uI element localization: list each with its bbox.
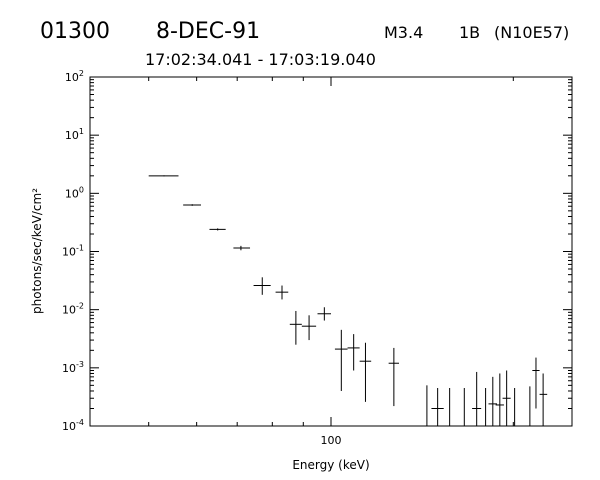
data-point (461, 388, 467, 427)
data-point (431, 388, 444, 426)
x-tick-label: 100 (321, 434, 342, 447)
time-range: 17:02:34.041 - 17:03:19.040 (145, 50, 376, 69)
data-points (148, 175, 548, 427)
y-tick-label: 100 (65, 185, 84, 200)
flare-location: (N10E57) (494, 23, 569, 42)
data-point (233, 245, 251, 251)
event-date: 8-DEC-91 (156, 19, 260, 44)
event-id: 01300 (40, 19, 110, 44)
data-point (347, 334, 360, 371)
data-point (317, 307, 331, 321)
y-tick-label: 102 (65, 69, 84, 84)
y-axis-title: photons/sec/keV/cm² (30, 188, 44, 314)
x-tick-labels: 100 (321, 434, 342, 447)
goes-class: M3.4 (384, 23, 423, 42)
data-point (495, 373, 504, 426)
data-point (512, 388, 518, 427)
data-point (502, 370, 511, 426)
y-tick-label: 10-3 (62, 360, 84, 375)
data-point (253, 277, 271, 295)
data-point (209, 228, 226, 231)
data-point (289, 310, 302, 345)
data-point (388, 347, 399, 407)
data-point (484, 388, 489, 427)
y-tick-label: 10-1 (62, 244, 84, 259)
data-point (334, 329, 348, 391)
data-point (539, 373, 548, 426)
data-point (183, 204, 201, 206)
data-point (275, 285, 289, 300)
x-axis-title: Energy (keV) (292, 458, 369, 472)
optical-class: 1B (459, 23, 480, 42)
y-tick-label: 10-4 (62, 418, 84, 433)
data-point (488, 376, 498, 426)
data-point (472, 371, 482, 426)
y-tick-labels: 10-4 10-3 10-2 10-1 100 101 102 (62, 69, 84, 433)
y-tick-label: 10-2 (62, 302, 84, 317)
y-tick-label: 101 (65, 127, 84, 142)
data-point (424, 385, 431, 427)
axis-ticks (89, 76, 572, 427)
data-point (148, 175, 179, 177)
data-point (359, 342, 372, 402)
data-point (532, 357, 540, 409)
data-point (301, 315, 317, 341)
data-point (447, 388, 453, 427)
data-point (528, 386, 533, 427)
